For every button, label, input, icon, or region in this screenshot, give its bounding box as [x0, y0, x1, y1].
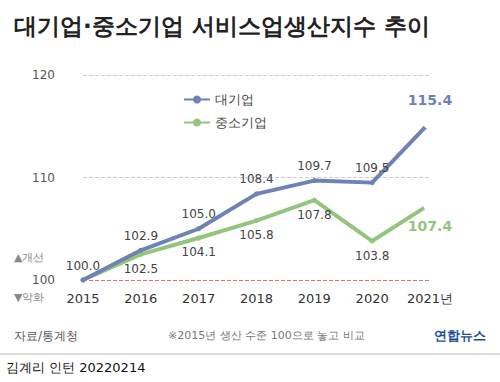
svg-text:2018: 2018	[240, 291, 273, 306]
svg-text:연합뉴스: 연합뉴스	[434, 328, 486, 343]
svg-text:2017: 2017	[182, 291, 215, 306]
svg-text:115.4: 115.4	[408, 92, 453, 108]
svg-text:자료/통계청: 자료/통계청	[14, 329, 78, 343]
svg-text:120: 120	[32, 68, 55, 82]
svg-text:100: 100	[32, 273, 55, 287]
svg-text:108.4: 108.4	[239, 172, 273, 186]
svg-text:105.8: 105.8	[239, 228, 273, 242]
svg-text:2021년: 2021년	[407, 291, 453, 306]
svg-text:2015: 2015	[66, 291, 99, 306]
svg-text:김계리 인턴 20220214: 김계리 인턴 20220214	[6, 360, 145, 375]
svg-text:2020: 2020	[356, 291, 389, 306]
svg-text:109.5: 109.5	[355, 161, 389, 175]
svg-text:102.5: 102.5	[124, 262, 158, 276]
svg-text:2016: 2016	[124, 291, 157, 306]
svg-text:대기업: 대기업	[215, 92, 254, 107]
svg-text:※2015년 생산 수준 100으로 놓고 비교: ※2015년 생산 수준 100으로 놓고 비교	[168, 329, 365, 342]
svg-text:107.4: 107.4	[408, 218, 453, 234]
svg-text:100.0: 100.0	[66, 259, 100, 273]
svg-text:102.9: 102.9	[124, 229, 158, 243]
svg-text:103.8: 103.8	[355, 249, 389, 263]
svg-text:105.0: 105.0	[181, 207, 215, 221]
svg-text:▲개선: ▲개선	[14, 251, 44, 264]
svg-text:2019: 2019	[298, 291, 331, 306]
svg-text:107.8: 107.8	[297, 208, 331, 222]
svg-text:104.1: 104.1	[181, 245, 215, 259]
svg-text:대기업·중소기업 서비스업생산지수 추이: 대기업·중소기업 서비스업생산지수 추이	[14, 13, 430, 39]
svg-text:109.7: 109.7	[297, 159, 331, 173]
svg-text:110: 110	[32, 171, 55, 185]
svg-text:중소기업: 중소기업	[215, 115, 267, 130]
svg-text:▼악화: ▼악화	[14, 291, 44, 304]
